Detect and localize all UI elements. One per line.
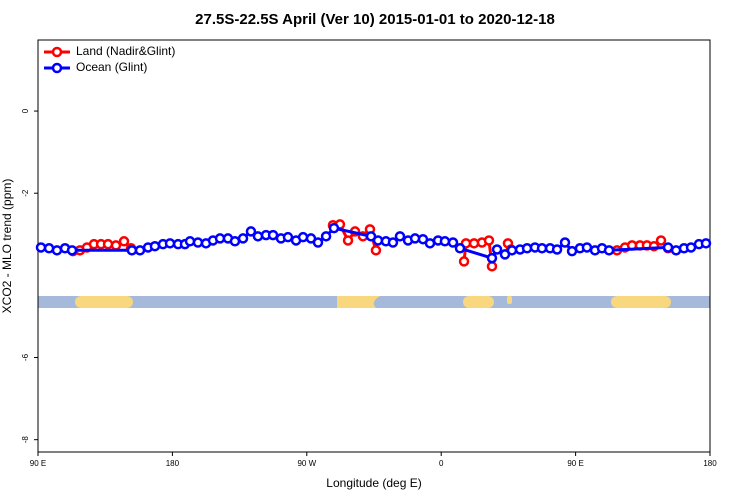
point	[328, 222, 340, 234]
point	[149, 240, 161, 252]
land-patch	[611, 296, 671, 308]
x-tick-label: 180	[703, 459, 717, 468]
point	[559, 237, 571, 248]
point	[51, 245, 63, 256]
point	[491, 244, 503, 255]
point	[66, 245, 78, 256]
point	[458, 256, 470, 267]
x-tick-label: 0	[439, 459, 444, 468]
chart-title: 27.5S-22.5S April (Ver 10) 2015-01-01 to…	[195, 11, 555, 28]
x-tick-label: 90 E	[30, 459, 46, 468]
point	[118, 236, 130, 247]
point	[394, 231, 406, 242]
point	[424, 238, 436, 249]
point	[245, 226, 257, 237]
point	[320, 231, 332, 242]
point	[387, 237, 399, 248]
point	[35, 242, 47, 253]
y-tick-label: -2	[21, 189, 30, 197]
point	[536, 243, 548, 254]
point	[655, 235, 667, 246]
land-patch	[463, 296, 494, 308]
point	[603, 245, 615, 256]
legend-marker	[51, 62, 63, 74]
point	[102, 238, 114, 250]
point	[483, 235, 495, 246]
point	[662, 242, 674, 253]
series	[35, 222, 712, 264]
point	[506, 245, 518, 256]
land-patch	[337, 296, 380, 308]
legend-label: Land (Nadir&Glint)	[76, 44, 175, 58]
point	[370, 245, 382, 256]
point	[237, 233, 249, 244]
point	[110, 240, 122, 251]
point	[439, 236, 451, 247]
point	[312, 237, 324, 248]
point	[252, 231, 264, 242]
point	[282, 231, 294, 243]
land-patch	[75, 296, 133, 308]
y-tick-label: -8	[21, 436, 30, 444]
point	[486, 252, 498, 264]
x-tick-label: 90 E	[567, 459, 583, 468]
point	[342, 235, 354, 246]
point	[454, 243, 466, 254]
point	[164, 238, 176, 249]
x-axis-label: Longitude (deg E)	[326, 476, 421, 490]
point	[581, 242, 593, 253]
point	[134, 245, 146, 256]
point	[551, 244, 563, 255]
point	[486, 261, 498, 272]
y-tick-label: -6	[21, 353, 30, 361]
land-patch	[507, 296, 512, 304]
x-tick-label: 180	[166, 459, 180, 468]
y-axis-label: XCO2 - MLO trend (ppm)	[0, 179, 14, 314]
x-tick-label: 90 W	[297, 459, 316, 468]
point	[184, 236, 196, 247]
y-tick-label: 0	[21, 108, 30, 113]
point	[229, 236, 241, 247]
point	[447, 237, 459, 248]
land-mask	[38, 296, 710, 308]
legend-label: Ocean (Glint)	[76, 60, 147, 74]
point	[126, 245, 138, 256]
legend-marker	[51, 46, 63, 58]
point	[700, 238, 712, 249]
point	[192, 237, 204, 248]
point	[297, 231, 309, 243]
